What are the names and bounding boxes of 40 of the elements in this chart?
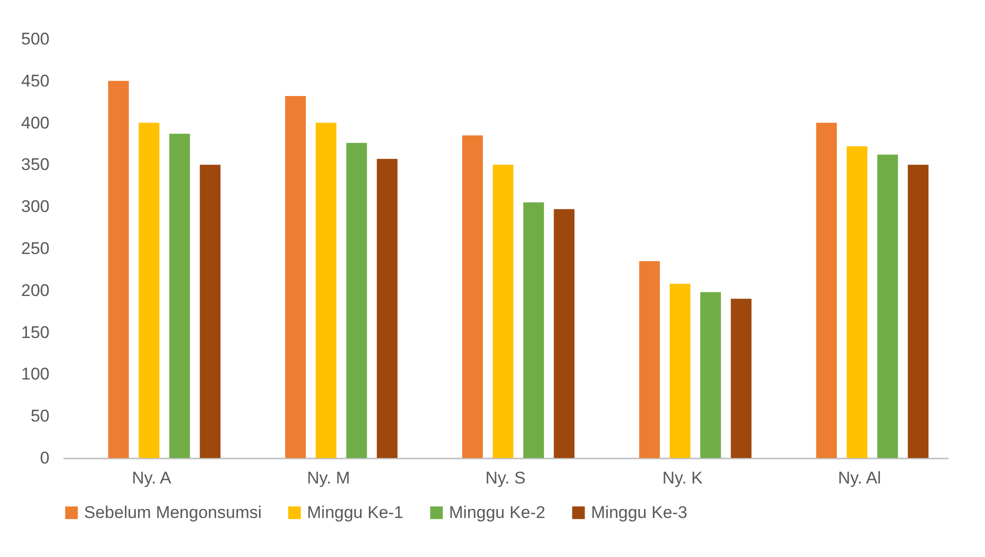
y-tick-label: 200 — [21, 280, 50, 300]
y-tick-label: 100 — [21, 364, 50, 384]
bar — [346, 142, 367, 458]
bar — [492, 164, 514, 458]
x-tick-label: Ny. S — [485, 468, 526, 488]
bar — [523, 202, 544, 458]
legend-label: Sebelum Mengonsumsi — [84, 502, 262, 522]
y-tick-label: 400 — [21, 113, 50, 132]
bar — [877, 154, 898, 458]
y-tick-label: 350 — [21, 155, 50, 174]
bar — [200, 164, 220, 458]
y-tick-label: 300 — [21, 197, 50, 216]
bar — [462, 135, 483, 458]
x-tick-label: Ny. Al — [838, 468, 882, 488]
y-tick-label: 250 — [21, 239, 50, 258]
bar — [138, 122, 160, 458]
bar — [670, 284, 690, 458]
bar — [108, 80, 129, 458]
y-tick-label: 450 — [21, 71, 50, 90]
legend-label: Minggu Ke-2 — [449, 502, 546, 522]
bar — [316, 122, 336, 458]
bar — [816, 122, 837, 458]
bar — [846, 146, 868, 458]
y-tick-label: 500 — [21, 30, 50, 48]
x-tick-label: Ny. A — [132, 468, 172, 488]
bar — [639, 261, 660, 458]
bar — [285, 96, 306, 458]
legend-label: Minggu Ke-3 — [591, 502, 688, 522]
y-tick-label: 150 — [21, 322, 50, 342]
bar — [554, 209, 574, 458]
y-tick-label: 50 — [30, 406, 50, 426]
bar — [730, 298, 752, 458]
bar — [376, 158, 398, 458]
bar — [169, 134, 190, 458]
x-tick-label: Ny. M — [306, 468, 350, 488]
x-tick-label: Ny. K — [662, 468, 704, 488]
y-tick-label: 0 — [40, 448, 50, 468]
bar — [908, 164, 928, 458]
bar — [700, 292, 721, 458]
legend-label: Minggu Ke-1 — [307, 502, 404, 522]
